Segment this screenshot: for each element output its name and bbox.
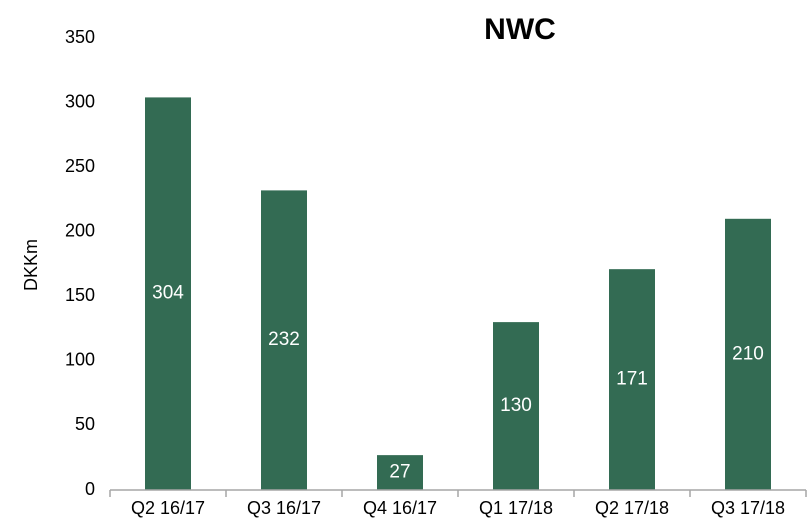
value-label: 130 <box>500 395 532 416</box>
bar <box>261 190 307 491</box>
y-tick-label: 350 <box>65 27 95 47</box>
x-tick-label: Q2 16/17 <box>131 498 205 518</box>
x-tick-label: Q1 17/18 <box>479 498 553 518</box>
bar <box>377 455 423 490</box>
x-tick-label: Q4 16/17 <box>363 498 437 518</box>
value-label: 304 <box>152 283 184 304</box>
bar <box>725 218 771 491</box>
y-tick-label: 150 <box>65 285 95 305</box>
value-label: 232 <box>268 329 300 350</box>
x-tick-label: Q3 16/17 <box>247 498 321 518</box>
value-label: 171 <box>616 369 648 390</box>
x-tick-label: Q2 17/18 <box>595 498 669 518</box>
y-tick-label: 50 <box>75 414 95 434</box>
value-label: 210 <box>732 343 764 364</box>
y-tick-label: 100 <box>65 350 95 370</box>
y-tick-label: 200 <box>65 220 95 240</box>
bar <box>145 97 191 491</box>
y-tick-label: 0 <box>85 479 95 499</box>
x-tick-label: Q3 17/18 <box>711 498 785 518</box>
y-tick-label: 250 <box>65 156 95 176</box>
value-label: 27 <box>389 462 410 483</box>
y-tick-label: 300 <box>65 91 95 111</box>
bar <box>493 322 539 490</box>
y-axis-label: DKKm <box>21 239 41 291</box>
chart-title: NWC <box>484 13 556 46</box>
bar <box>609 269 655 490</box>
